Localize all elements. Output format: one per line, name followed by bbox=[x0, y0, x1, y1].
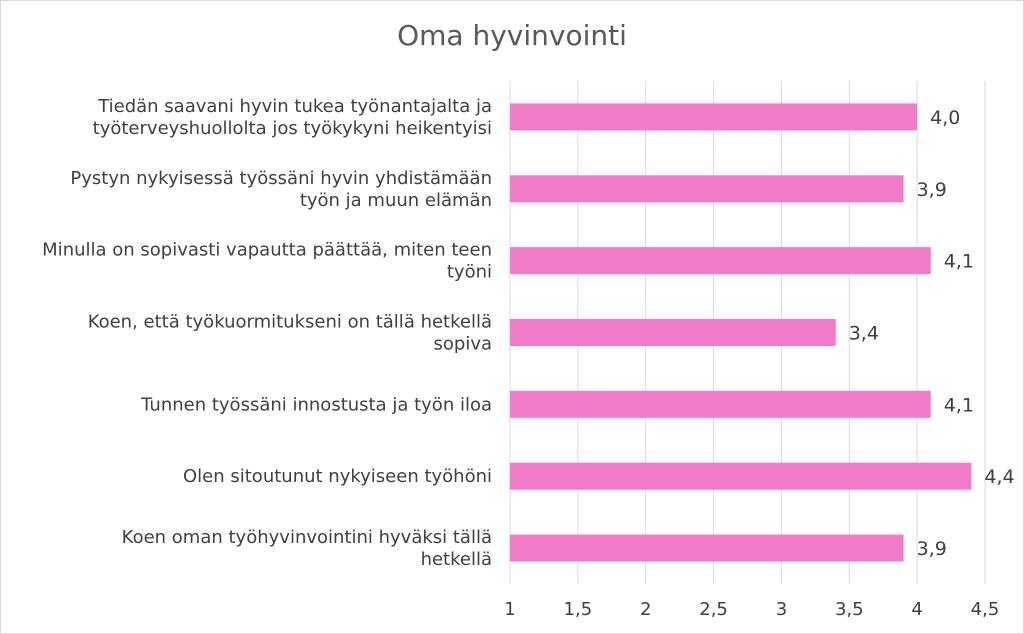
data-label: 3,4 bbox=[849, 323, 879, 345]
category-label: työn ja muun elämän bbox=[300, 190, 492, 211]
category-label: Tiedän saavani hyvin tukea työnantajalta… bbox=[97, 96, 492, 117]
bars bbox=[510, 103, 972, 562]
category-label: Koen, että työkuormitukseni on tällä het… bbox=[88, 312, 492, 333]
data-label: 3,9 bbox=[917, 179, 947, 201]
data-label: 4,1 bbox=[944, 251, 974, 273]
category-labels: Tiedän saavani hyvin tukea työnantajalta… bbox=[42, 96, 492, 570]
x-tick-label: 3,5 bbox=[835, 599, 864, 620]
x-tick-label: 2,5 bbox=[699, 599, 728, 620]
x-axis-ticks: 1 1,5 2 2,5 3 3,5 4 4,5 bbox=[504, 599, 999, 620]
x-tick-label: 2 bbox=[640, 599, 651, 620]
category-label: Koen oman työhyvinvointini hyväksi tällä bbox=[122, 527, 492, 548]
x-tick-label: 1,5 bbox=[564, 599, 593, 620]
data-label: 4,1 bbox=[944, 394, 974, 416]
bar bbox=[510, 175, 904, 203]
data-label: 4,4 bbox=[984, 466, 1014, 488]
x-tick-label: 4 bbox=[911, 599, 922, 620]
data-label: 3,9 bbox=[917, 538, 947, 560]
bar bbox=[510, 462, 972, 490]
category-label: Minulla on sopivasti vapautta päättää, m… bbox=[42, 240, 492, 261]
category-label: työni bbox=[447, 262, 492, 283]
x-tick-label: 4,5 bbox=[971, 599, 1000, 620]
x-tick-label: 1 bbox=[504, 599, 515, 620]
category-label: Pystyn nykyisessä työssäni hyvin yhdistä… bbox=[70, 168, 492, 189]
category-label: Tunnen työssäni innostusta ja työn iloa bbox=[140, 394, 492, 415]
bar bbox=[510, 534, 904, 562]
x-tick-label: 3 bbox=[776, 599, 787, 620]
data-label: 4,0 bbox=[930, 107, 960, 129]
bar bbox=[510, 390, 931, 418]
chart-title: Oma hyvinvointi bbox=[397, 19, 627, 52]
category-label: hetkellä bbox=[421, 549, 492, 570]
bar bbox=[510, 319, 836, 346]
bar bbox=[510, 247, 931, 275]
bar bbox=[510, 103, 918, 131]
data-labels: 4,0 3,9 4,1 3,4 4,1 4,4 3,9 bbox=[849, 107, 1015, 560]
category-label: Olen sitoutunut nykyiseen työhöni bbox=[183, 466, 492, 487]
category-label: sopiva bbox=[434, 334, 493, 355]
category-label: työterveyshuollolta jos työkykyni heiken… bbox=[93, 118, 492, 139]
